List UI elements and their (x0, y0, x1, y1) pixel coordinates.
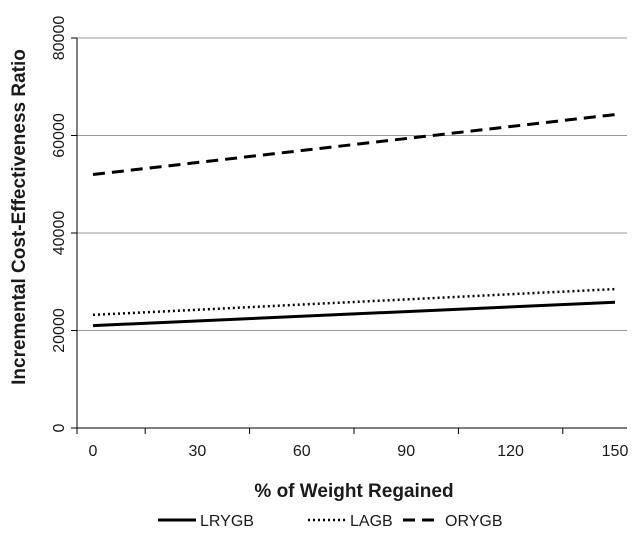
legend-label-lagb: LAGB (350, 513, 393, 530)
legend: LRYGB LAGB ORYGB (158, 513, 503, 530)
y-tick-labels: 0 20000 40000 60000 80000 (51, 16, 68, 433)
x-tick-label-150: 150 (602, 443, 629, 460)
y-tick-label-20000: 20000 (51, 308, 68, 353)
x-tick-label-0: 0 (89, 443, 98, 460)
x-tick-label-120: 120 (497, 443, 524, 460)
series-line-orygb (92, 113, 616, 176)
x-tick-label-90: 90 (397, 443, 415, 460)
y-tick-label-60000: 60000 (51, 113, 68, 158)
x-axis-title: % of Weight Regained (254, 481, 453, 502)
x-tick-label-60: 60 (293, 443, 311, 460)
y-tick-label-40000: 40000 (51, 211, 68, 256)
series-line-lagb (92, 287, 616, 317)
axes (71, 37, 627, 434)
y-tick-label-80000: 80000 (51, 16, 68, 61)
legend-label-lrygb: LRYGB (200, 513, 254, 530)
series-line-lrygb (92, 300, 616, 328)
y-axis-title: Incremental Cost-Effectiveness Ratio (9, 49, 30, 385)
legend-label-orygb: ORYGB (445, 513, 503, 530)
series-lines (92, 113, 616, 328)
grid-lines (77, 37, 627, 331)
x-tick-label-30: 30 (189, 443, 207, 460)
y-tick-label-0: 0 (51, 423, 68, 432)
x-tick-labels: 0 30 60 90 120 150 (89, 443, 629, 460)
